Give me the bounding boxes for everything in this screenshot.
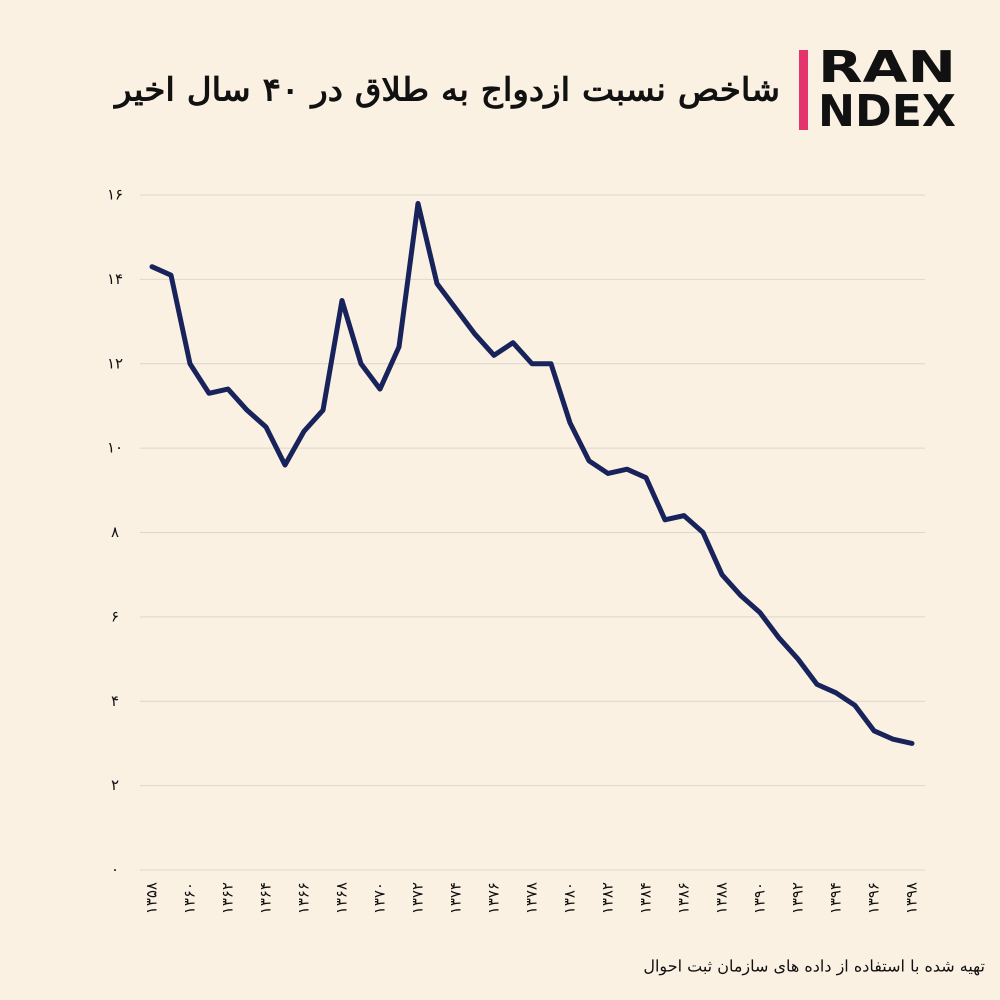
source-note: تهیه شده با استفاده از داده های سازمان ث… [643, 957, 985, 976]
x-tick-label: ۱۳۶۸ [333, 882, 351, 914]
y-tick-label: ۱۴ [107, 270, 123, 288]
x-tick-label: ۱۳۷۲ [409, 882, 427, 914]
x-tick-label: ۱۳۸۶ [675, 882, 693, 914]
y-tick-label: ۴ [111, 692, 119, 710]
logo-text: RAN [818, 42, 956, 93]
x-tick-label: ۱۳۵۸ [143, 882, 161, 914]
x-tick-label: ۱۳۹۰ [751, 882, 769, 914]
x-tick-label: ۱۳۷۰ [371, 882, 389, 914]
x-tick-label: ۱۳۷۴ [447, 882, 465, 914]
x-tick-label: ۱۳۹۶ [865, 882, 883, 914]
y-tick-label: ۲ [111, 776, 119, 794]
y-tick-label: ۰ [111, 861, 119, 879]
x-tick-label: ۱۳۸۴ [637, 882, 655, 914]
x-tick-label: ۱۳۸۲ [599, 882, 617, 914]
x-tick-label: ۱۳۶۲ [219, 882, 237, 914]
x-tick-label: ۱۳۹۲ [789, 882, 807, 914]
x-tick-label: ۱۳۸۸ [713, 882, 731, 914]
chart-title: شاخص نسبت ازدواج به طلاق در ۴۰ سال اخیر [113, 71, 780, 110]
x-tick-label: ۱۳۹۴ [827, 882, 845, 914]
x-tick-label: ۱۳۷۸ [523, 882, 541, 914]
y-tick-label: ۶ [111, 607, 119, 625]
x-tick-label: ۱۳۶۶ [295, 882, 313, 914]
y-tick-label: ۱۶ [107, 186, 123, 204]
x-tick-label: ۱۳۸۰ [561, 882, 579, 914]
x-tick-label: ۱۳۶۰ [181, 882, 199, 914]
x-tick-label: ۱۳۶۴ [257, 882, 275, 914]
y-tick-label: ۸ [111, 523, 119, 541]
logo-bar [799, 50, 808, 130]
y-tick-label: ۱۰ [107, 439, 123, 457]
y-tick-label: ۱۲ [107, 354, 123, 372]
line-series [149, 200, 915, 746]
x-tick-label: ۱۳۹۸ [903, 882, 921, 914]
x-tick-label: ۱۳۷۶ [485, 882, 503, 914]
logo-text: NDEX [818, 86, 956, 137]
